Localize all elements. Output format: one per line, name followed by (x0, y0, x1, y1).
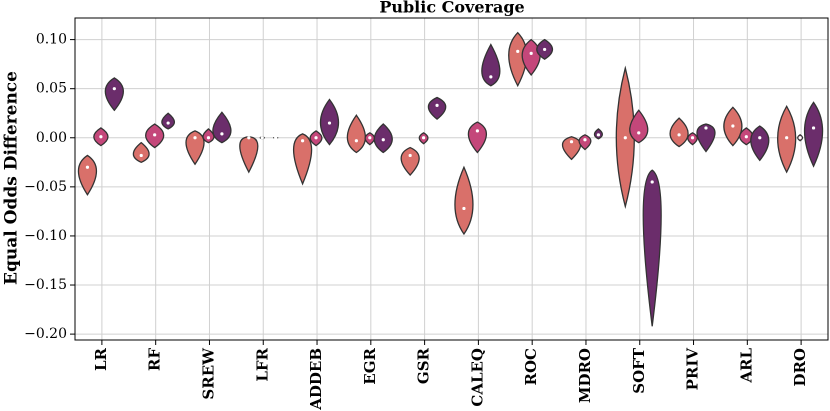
violin (212, 111, 232, 144)
median-dot (354, 139, 358, 143)
median-dot (798, 136, 802, 140)
median-dot (516, 49, 520, 53)
y-tick-label: 0.10 (36, 32, 67, 48)
median-dot (785, 136, 789, 140)
x-tick-label: PRIV (684, 348, 702, 391)
median-dot (85, 165, 90, 169)
median-dot (166, 121, 170, 125)
violin (161, 112, 176, 130)
y-axis-label: Equal Odds Difference (2, 71, 22, 285)
median-dot (153, 133, 157, 137)
x-tick-label: ROC (522, 348, 540, 386)
violin (132, 141, 150, 164)
median-dot (543, 47, 547, 52)
median-dot (569, 140, 574, 144)
median-dot (422, 136, 426, 140)
median-dot (139, 153, 143, 158)
median-dot (260, 136, 264, 140)
median-dot (381, 138, 385, 142)
violin (77, 154, 98, 196)
x-tick-label: LFR (253, 347, 271, 381)
median-dot (99, 135, 103, 139)
median-dot (529, 51, 533, 55)
median-dot (247, 136, 251, 140)
violin (804, 101, 824, 168)
median-dot (206, 136, 211, 140)
median-dot (112, 87, 116, 91)
median-dot (811, 126, 816, 130)
median-dot (300, 139, 305, 143)
y-tick-label: −0.10 (24, 228, 67, 244)
violin (696, 123, 716, 153)
x-tick-label: SREW (199, 347, 217, 400)
median-dot (623, 136, 627, 140)
median-dot (475, 129, 479, 133)
x-tick-label: MDRO (576, 348, 594, 403)
violin (400, 146, 420, 177)
median-dot (408, 153, 412, 158)
x-tick-label: RF (146, 348, 164, 371)
violin (629, 109, 649, 144)
plot-frame (74, 17, 829, 341)
median-dot (704, 126, 708, 130)
violin (346, 114, 367, 154)
median-dot (274, 136, 278, 140)
median-dot (368, 136, 372, 140)
median-dot (489, 75, 493, 79)
median-dot (435, 103, 439, 107)
median-dot (731, 124, 735, 128)
y-tick-label: −0.20 (24, 326, 67, 342)
violin (185, 130, 205, 166)
violin (750, 125, 770, 162)
median-dot (637, 131, 641, 135)
median-dot (596, 133, 601, 137)
median-dot (650, 180, 654, 184)
violin (642, 169, 662, 327)
median-dot (758, 136, 762, 140)
violin (669, 117, 689, 148)
violin (454, 165, 474, 236)
median-dot (327, 121, 332, 125)
x-tick-label: ARL (737, 348, 755, 384)
violin (427, 96, 447, 120)
x-tick-label: ADDEB (307, 348, 325, 411)
x-tick-label: GSR (415, 347, 433, 384)
x-tick-label: LR (92, 347, 110, 371)
median-dot (193, 136, 197, 140)
x-tick-label: SOFT (630, 347, 648, 394)
violin (292, 133, 313, 186)
median-dot (690, 136, 695, 140)
violin (578, 134, 592, 151)
median-dot (462, 206, 466, 211)
median-dot (583, 138, 587, 142)
y-tick-label: −0.15 (24, 277, 67, 293)
x-tick-label: EGR (361, 347, 379, 384)
median-dot (220, 132, 224, 136)
violin (467, 121, 488, 154)
violin (239, 136, 259, 174)
x-tick-label: CALEQ (468, 348, 486, 407)
chart-title: Public Coverage (379, 0, 524, 17)
violin (104, 77, 124, 112)
median-dot (677, 133, 681, 137)
median-dot (314, 136, 318, 140)
y-tick-label: −0.05 (24, 179, 67, 195)
violin (481, 43, 501, 87)
x-tick-label: DRO (791, 348, 809, 387)
y-tick-label: 0.00 (36, 130, 67, 146)
median-dot (744, 135, 748, 139)
y-tick-label: 0.05 (36, 81, 67, 97)
